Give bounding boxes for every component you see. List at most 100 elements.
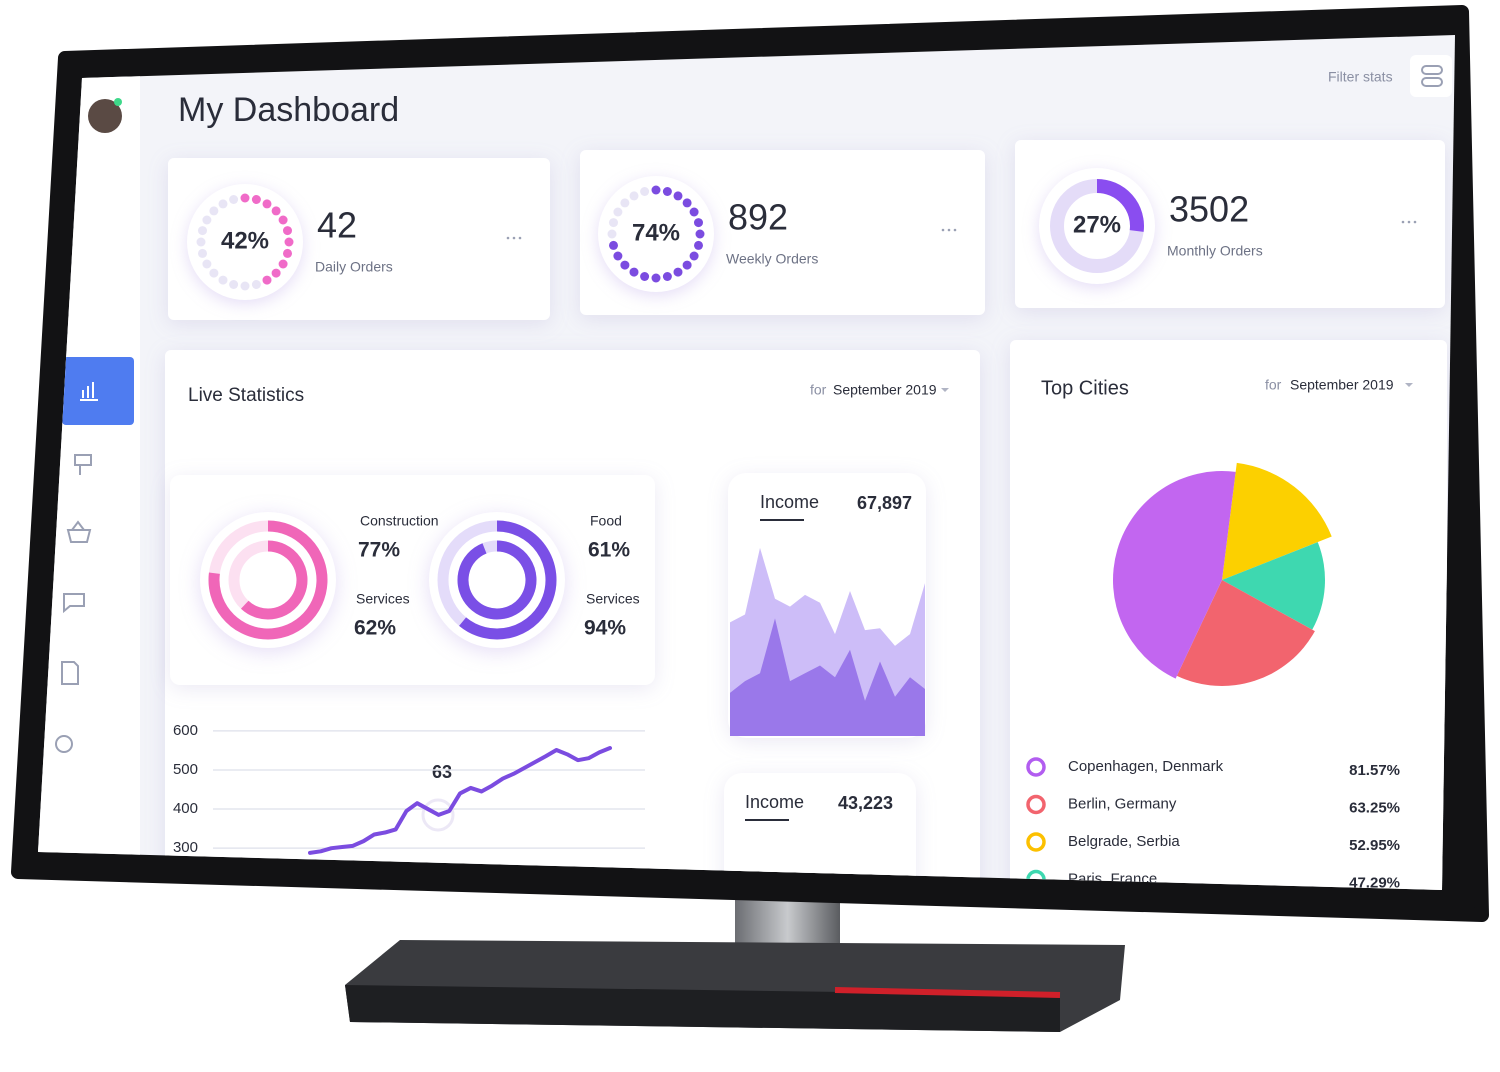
- period-prefix: for: [810, 382, 827, 398]
- income-label: Income: [760, 492, 819, 512]
- basket-icon[interactable]: [66, 520, 92, 543]
- ring-item-name: Services: [356, 591, 410, 607]
- panel-title: Top Cities: [1041, 377, 1129, 399]
- more-dot[interactable]: [953, 228, 957, 232]
- ring-dot: [283, 248, 293, 258]
- dropdown-arrow: [941, 388, 949, 392]
- ring-dot: [682, 260, 692, 270]
- ring-dot: [613, 251, 623, 261]
- ring-dot: [695, 229, 705, 239]
- more-dot[interactable]: [947, 228, 951, 232]
- page-title: My Dashboard: [178, 91, 399, 129]
- ring-dot: [694, 218, 704, 228]
- ring-percent: 42%: [221, 227, 269, 254]
- stats-icon: [80, 382, 98, 401]
- filter-button[interactable]: [1410, 55, 1452, 97]
- sign-icon[interactable]: [74, 454, 92, 475]
- ring-arc: [1096, 179, 1144, 232]
- ring-dot: [209, 206, 219, 216]
- docs-icon[interactable]: [61, 661, 79, 685]
- ring-dot: [608, 240, 618, 250]
- ring-dot: [613, 207, 623, 217]
- ring-item-percent: 77%: [358, 539, 400, 562]
- city-share: 81.57%: [1349, 762, 1400, 779]
- ring-halo: [200, 512, 336, 648]
- stat-value: 892: [728, 197, 788, 238]
- ring-arc: [240, 540, 308, 620]
- ring-item-name: Services: [586, 591, 640, 607]
- city-marker: [1026, 794, 1046, 815]
- ring-dot: [283, 226, 293, 236]
- ring-dot: [278, 215, 288, 225]
- y-tick-label: 300: [173, 839, 198, 856]
- ring-dot: [271, 268, 281, 278]
- ring-dot: [673, 267, 683, 277]
- ring-dot: [251, 194, 261, 204]
- stat-label: Daily Orders: [315, 259, 393, 275]
- ring-item-name: Food: [590, 513, 622, 529]
- income-label: Income: [745, 792, 804, 812]
- ring-dot: [689, 251, 699, 261]
- city-marker: [1026, 832, 1046, 852]
- more-dot[interactable]: [512, 236, 516, 240]
- period-select[interactable]: September 2019: [1290, 377, 1394, 393]
- ring-dot: [629, 267, 639, 277]
- stand-base-edge: [345, 985, 1060, 1032]
- pie-slice: [1176, 580, 1315, 686]
- ring-dot: [218, 275, 228, 285]
- stand-accent: [834, 987, 1061, 998]
- chat-icon[interactable]: [63, 593, 85, 614]
- more-dot[interactable]: [1407, 220, 1411, 224]
- filter-icon: [1421, 77, 1443, 87]
- pie-slice: [1222, 542, 1325, 630]
- settings-icon[interactable]: [55, 735, 73, 753]
- line-annotation: 63: [432, 762, 452, 782]
- more-dot[interactable]: [1401, 220, 1405, 224]
- ring-halo: [429, 512, 565, 648]
- ring-dot: [229, 194, 239, 204]
- ring-arc: [457, 540, 537, 620]
- ring-dot: [202, 259, 212, 269]
- ring-dot: [673, 191, 683, 201]
- city-share: 52.95%: [1349, 837, 1400, 854]
- stat-value: 42: [317, 205, 357, 246]
- avatar: [88, 99, 122, 133]
- pie-slice: [1113, 470, 1236, 679]
- ring-dot: [262, 199, 272, 209]
- y-tick-label: 600: [173, 722, 198, 739]
- ring-percent: 74%: [632, 219, 680, 246]
- ring-dot: [251, 280, 261, 290]
- more-dot[interactable]: [941, 228, 945, 232]
- city-marker: [1026, 757, 1046, 777]
- ring-dot: [262, 275, 272, 285]
- ring-dot: [689, 207, 699, 217]
- pie-slice: [1222, 462, 1332, 580]
- ring-arc: [208, 520, 328, 640]
- ring-dot: [218, 199, 228, 209]
- ring-dot: [607, 229, 617, 239]
- line-series: [308, 746, 612, 855]
- filter-label[interactable]: Filter stats: [1328, 69, 1393, 85]
- period-prefix: for: [1265, 377, 1282, 393]
- nav-active[interactable]: [62, 357, 134, 425]
- ring-dot: [629, 191, 639, 201]
- ring-dot: [682, 198, 692, 208]
- ring-dot: [196, 237, 206, 247]
- city-name: Berlin, Germany: [1068, 795, 1177, 812]
- more-dot[interactable]: [506, 236, 510, 240]
- more-dot[interactable]: [1413, 220, 1417, 224]
- period-select[interactable]: September 2019: [833, 382, 937, 398]
- city-name: Belgrade, Serbia: [1068, 833, 1180, 850]
- stat-label: Monthly Orders: [1167, 243, 1263, 259]
- ring-dot: [651, 273, 661, 283]
- y-tick-label: 500: [173, 761, 198, 778]
- ring-dot: [202, 215, 212, 225]
- city-share: 63.25%: [1349, 799, 1400, 816]
- more-dot[interactable]: [518, 236, 522, 240]
- city-name: Copenhagen, Denmark: [1068, 758, 1224, 775]
- status-dot: [114, 98, 122, 106]
- screen: My Dashboard Filter stats Live Statistic…: [38, 35, 1455, 890]
- ring-dot: [662, 186, 672, 196]
- ring-dot: [240, 281, 250, 291]
